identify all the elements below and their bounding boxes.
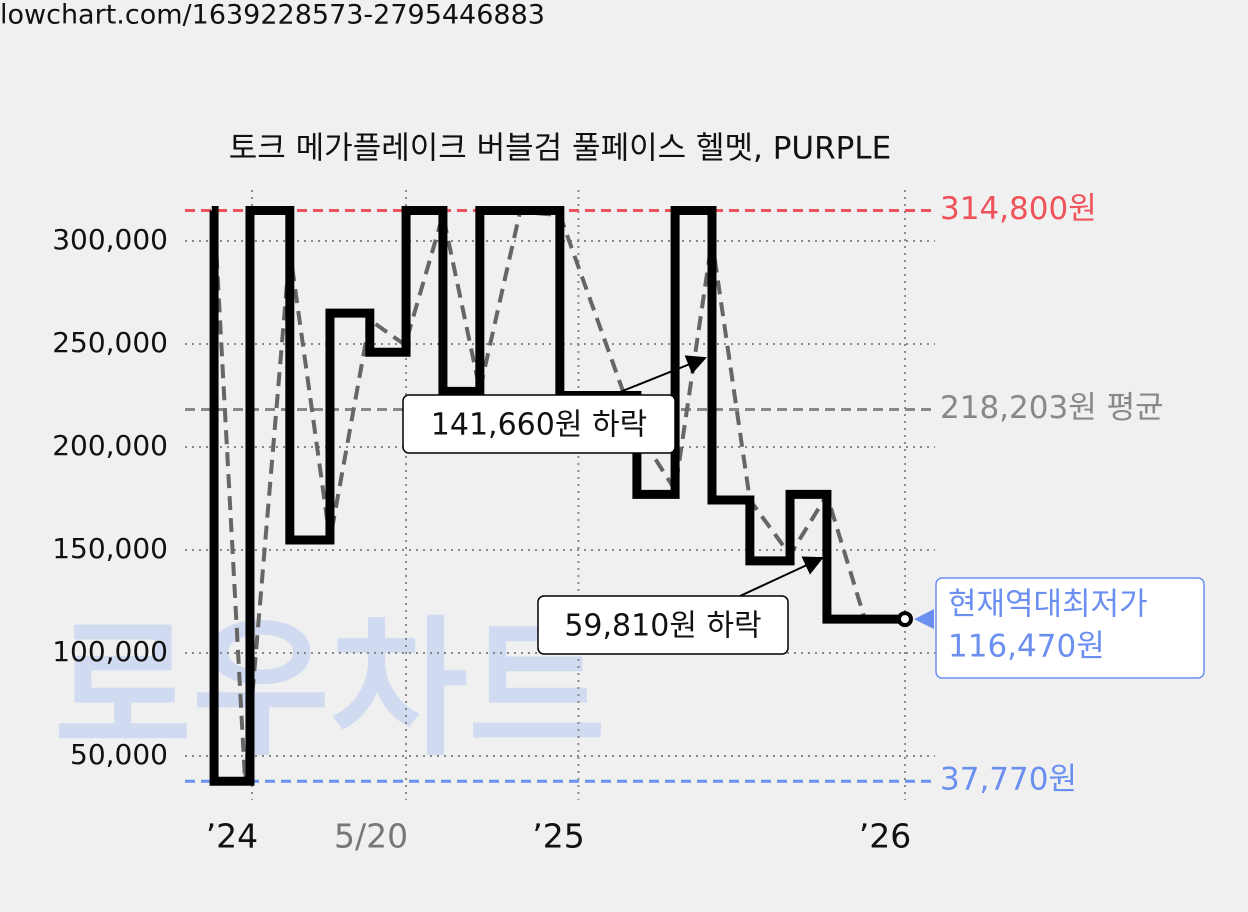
x-tick-label: ’24	[206, 817, 258, 856]
current-value: 116,470원	[948, 629, 1105, 665]
watermark: 로우차트	[54, 603, 606, 777]
annotation-box	[537, 595, 789, 655]
reference-label: 37,770원	[940, 762, 1077, 798]
reference-label: 218,203원 평균	[940, 390, 1164, 426]
price-step-line	[209, 206, 905, 786]
annotation-label: 59,810원 하락	[564, 609, 761, 644]
x-tick-label: ’25	[532, 817, 584, 856]
current-marker	[896, 611, 913, 628]
reference-label: 314,800원	[940, 191, 1097, 227]
y-tick-label: 250,000	[52, 326, 168, 359]
y-tick-label: 300,000	[52, 223, 168, 256]
x-tick-label: ’26	[859, 817, 911, 856]
annotation-label: 141,660원 하락	[431, 408, 647, 443]
y-tick-label: 50,000	[70, 738, 168, 771]
current-label: 현재역대최저가	[948, 587, 1148, 623]
x-tick-label: 5/20	[334, 817, 408, 856]
y-tick-label: 100,000	[52, 635, 168, 668]
chart-title: 토크 메가플레이크 버블검 풀페이스 헬멧, PURPLE	[229, 131, 891, 167]
url: lowchart.com/1639228573-2795446883	[0, 0, 545, 31]
annotation-arrow	[619, 355, 707, 393]
current-box	[935, 577, 1205, 679]
y-tick-label: 150,000	[52, 532, 168, 565]
annotation-box	[402, 394, 676, 454]
y-tick-label: 200,000	[52, 429, 168, 462]
annotation-arrow	[739, 556, 824, 597]
